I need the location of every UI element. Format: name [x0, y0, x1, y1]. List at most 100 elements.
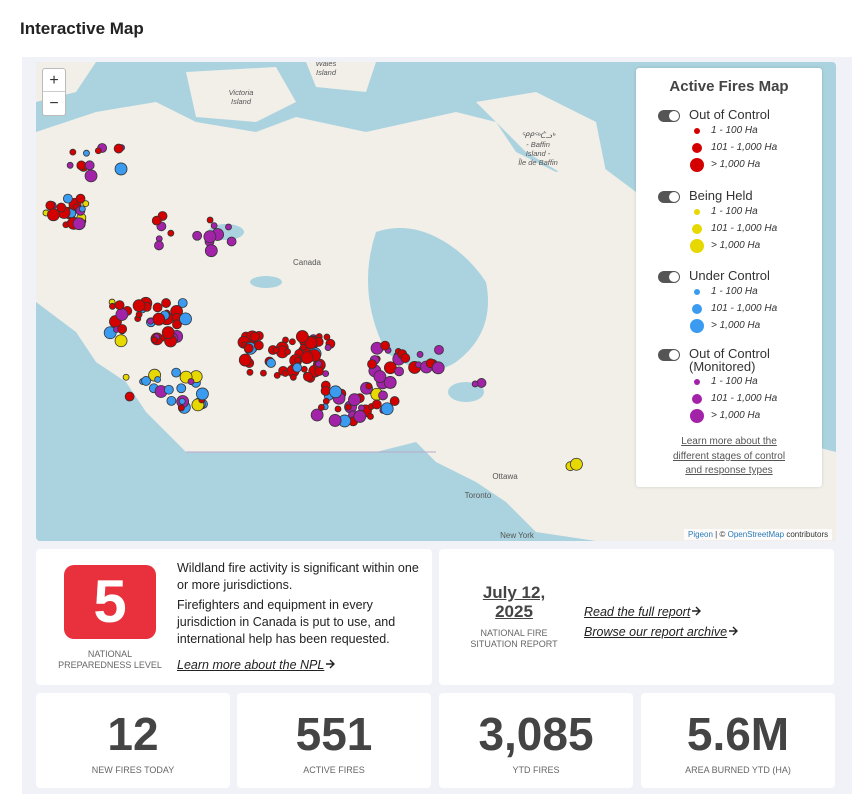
fire-marker[interactable]: [380, 402, 394, 416]
fire-marker[interactable]: [324, 344, 332, 351]
fire-marker[interactable]: [206, 216, 214, 224]
fire-marker[interactable]: [394, 366, 404, 377]
toggle[interactable]: [658, 349, 680, 361]
fire-marker[interactable]: [203, 230, 217, 244]
fire-marker[interactable]: [323, 333, 331, 341]
fire-marker[interactable]: [178, 397, 186, 405]
fire-marker[interactable]: [56, 202, 67, 213]
fire-marker[interactable]: [389, 396, 400, 406]
fire-marker[interactable]: [281, 370, 289, 377]
fire-marker[interactable]: [84, 160, 95, 171]
fire-marker[interactable]: [304, 336, 318, 350]
fire-marker[interactable]: [82, 200, 90, 208]
fire-marker[interactable]: [225, 223, 232, 231]
fire-marker[interactable]: [373, 370, 387, 384]
fire-marker[interactable]: [365, 382, 373, 390]
npl-link[interactable]: Learn more about the NPL: [177, 658, 325, 672]
fire-marker[interactable]: [147, 317, 154, 325]
fire-marker[interactable]: [166, 395, 177, 406]
fire-marker[interactable]: [266, 358, 276, 368]
fire-marker[interactable]: [179, 312, 192, 326]
fire-marker[interactable]: [273, 371, 281, 379]
fire-marker[interactable]: [348, 393, 361, 407]
fire-marker[interactable]: [322, 397, 330, 405]
fire-marker[interactable]: [317, 404, 325, 411]
fire-marker[interactable]: [115, 308, 129, 321]
fire-marker[interactable]: [154, 240, 164, 251]
fire-marker[interactable]: [243, 343, 254, 354]
fire-marker[interactable]: [84, 169, 98, 183]
fire-marker[interactable]: [260, 369, 267, 377]
fire-marker[interactable]: [300, 365, 308, 373]
fire-marker[interactable]: [141, 376, 151, 386]
toggle[interactable]: [658, 271, 680, 283]
toggle[interactable]: [658, 191, 680, 203]
fire-marker[interactable]: [380, 340, 391, 351]
fire-marker[interactable]: [171, 367, 182, 378]
attr-osm[interactable]: OpenStreetMap: [727, 530, 785, 539]
fire-marker[interactable]: [328, 414, 342, 427]
fire-marker[interactable]: [151, 336, 158, 344]
attr-source[interactable]: Pigeon: [688, 530, 713, 539]
fire-marker[interactable]: [367, 413, 374, 420]
fire-marker[interactable]: [292, 362, 303, 373]
fire-marker[interactable]: [151, 215, 162, 226]
fire-marker[interactable]: [310, 408, 324, 422]
fire-marker[interactable]: [75, 193, 86, 204]
fire-marker[interactable]: [353, 410, 367, 423]
report-link[interactable]: Browse our report archive: [584, 625, 728, 639]
fire-marker[interactable]: [161, 326, 175, 339]
zoom-out[interactable]: −: [49, 95, 59, 112]
fire-marker[interactable]: [78, 205, 86, 213]
fire-marker[interactable]: [471, 380, 479, 388]
fire-marker[interactable]: [172, 319, 182, 330]
fire-marker[interactable]: [226, 236, 237, 247]
fire-marker[interactable]: [378, 390, 388, 401]
report-link[interactable]: Read the full report: [584, 605, 691, 619]
fire-marker[interactable]: [416, 351, 424, 358]
fire-marker[interactable]: [334, 405, 342, 413]
zoom-in[interactable]: +: [43, 69, 65, 92]
fire-marker[interactable]: [83, 149, 90, 157]
fire-marker[interactable]: [124, 391, 135, 402]
toggle[interactable]: [658, 110, 680, 122]
fire-marker[interactable]: [167, 229, 175, 237]
fire-marker[interactable]: [66, 161, 74, 169]
fire-marker[interactable]: [176, 383, 187, 394]
fire-marker[interactable]: [434, 344, 444, 355]
fire-marker[interactable]: [132, 299, 146, 313]
fire-marker[interactable]: [294, 356, 302, 364]
legend-link[interactable]: Learn more about the different stages of…: [672, 436, 786, 476]
fire-marker[interactable]: [253, 340, 264, 351]
fire-marker[interactable]: [113, 143, 124, 154]
fire-marker[interactable]: [431, 361, 445, 375]
fire-marker[interactable]: [72, 217, 86, 231]
fire-marker[interactable]: [163, 384, 174, 395]
fire-marker[interactable]: [246, 368, 254, 376]
fire-marker[interactable]: [288, 338, 296, 346]
fire-marker[interactable]: [114, 300, 125, 311]
fire-marker[interactable]: [187, 378, 195, 385]
fire-marker[interactable]: [152, 302, 163, 313]
fire-marker[interactable]: [117, 324, 128, 334]
fire-marker[interactable]: [210, 222, 218, 230]
fire-marker[interactable]: [299, 343, 307, 351]
fire-marker[interactable]: [114, 334, 128, 348]
fire-marker[interactable]: [284, 348, 291, 356]
fire-marker[interactable]: [329, 385, 342, 399]
fire-marker[interactable]: [367, 359, 377, 369]
fire-marker[interactable]: [76, 160, 87, 171]
fire-marker[interactable]: [196, 387, 209, 401]
fire-marker[interactable]: [192, 230, 203, 241]
fire-marker[interactable]: [303, 371, 313, 382]
fire-marker[interactable]: [69, 148, 77, 156]
fire-marker[interactable]: [161, 298, 171, 308]
fire-marker[interactable]: [289, 373, 297, 381]
fire-marker[interactable]: [383, 376, 397, 389]
fire-marker[interactable]: [122, 373, 130, 381]
fire-marker[interactable]: [272, 346, 280, 354]
fire-marker[interactable]: [135, 311, 143, 318]
fire-marker[interactable]: [400, 353, 411, 363]
fire-marker[interactable]: [300, 351, 314, 365]
fire-marker[interactable]: [358, 404, 365, 412]
